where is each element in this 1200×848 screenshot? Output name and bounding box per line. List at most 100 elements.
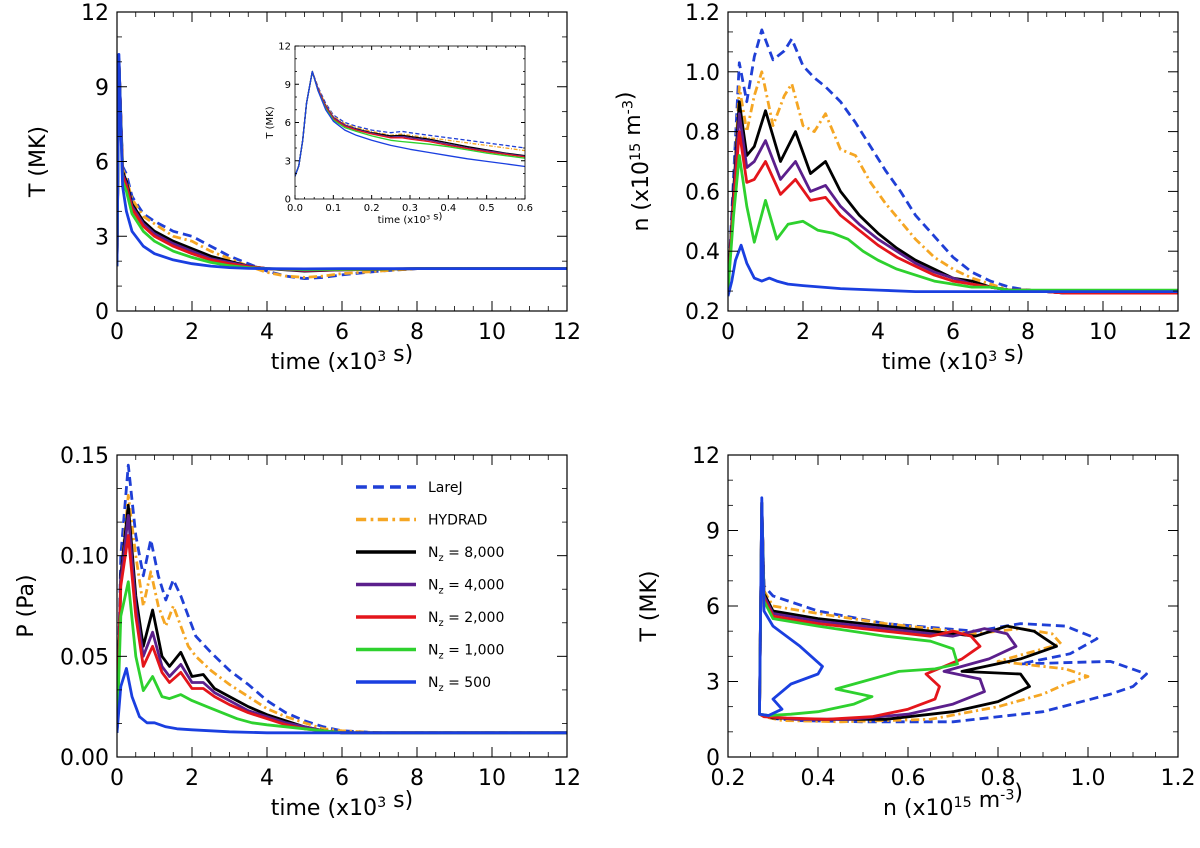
x-tick-label: 4 [871,320,885,345]
legend-label: Nz = 500 [428,675,491,694]
x-tick-label: 6 [335,320,349,345]
x-tick-label: 10 [1089,320,1117,345]
x-tick-label: 6 [946,320,960,345]
series-line-n-z-500 [758,496,824,717]
series-line-n-z-4-000 [728,112,1178,295]
x-tick-label: 10 [478,766,506,791]
series-line-larej [758,503,1148,724]
y-axis-label: T (MK) [26,126,51,198]
y-tick-label: 1.0 [685,61,720,86]
series-line-n-z-1-000 [117,57,567,271]
y-axis-label: P (Pa) [14,574,39,637]
series-group [117,53,567,280]
panel-bottom-right: 0.2 0.4 0.6 0.8 1.0 1.2 0 3 6 9 12 n (x1015 m-3) T (… [637,444,1196,821]
x-tick-label: 0.4 [801,766,836,791]
series-group [117,463,567,735]
x-tick-label: 0.2 [364,203,380,214]
x-tick-label: 0.6 [517,203,533,214]
x-tick-label: 6 [335,766,349,791]
legend-item: Nz = 4,000 [356,578,504,596]
legend-item: LareJ [356,480,463,496]
series-line-n-z-4-000 [295,70,525,177]
y-tick-label: 9 [285,80,291,91]
y-tick-label: 9 [706,520,720,545]
x-tick-label: 8 [410,320,424,345]
y-tick-label: 0.05 [60,645,109,670]
y-tick-label: 6 [95,151,109,176]
series-line-n-z-2-000 [117,57,567,272]
legend-item: HYDRAD [356,513,487,529]
legend-label: LareJ [428,480,463,496]
legend-label: Nz = 2,000 [428,610,504,629]
x-tick-label: 0.6 [891,766,926,791]
series-line-larej [295,70,525,177]
x-tick-label: 2 [185,320,199,345]
legend-item: Nz = 500 [356,675,491,694]
series-line-hydrad [758,506,1090,724]
series-line-n-z-500 [728,243,1178,297]
series-line-n-z-1-000 [758,501,959,717]
series-group [728,28,1178,297]
y-tick-label: 3 [285,156,291,167]
panel-top-left-inset: 0.0 0.1 0.2 0.3 0.4 0.5 0.6 0 3 6 9 12 time (x103 s)… [265,42,533,227]
legend-item: Nz = 1,000 [356,643,504,661]
panel-top-right: 0 2 4 6 8 10 12 0.2 0.4 0.6 0.8 1.0 1.2 time (x103 s)… [613,1,1192,375]
series-line-n-z-500 [117,667,567,735]
x-tick-label: 12 [553,320,581,345]
panel-bottom-left: 0 2 4 6 8 10 12 0.00 0.05 0.10 0.15 time (x103 s) P … [14,444,581,821]
series-line-n-z-8-000 [295,70,525,177]
y-axis-label: T (MK) [265,106,276,139]
x-axis-label: time (x103 s) [882,342,1024,375]
x-tick-label: 0.5 [479,203,495,214]
y-tick-label: 3 [706,671,720,696]
y-tick-label: 0.15 [60,444,109,469]
x-tick-label: 4 [260,766,274,791]
x-tick-label: 0.1 [325,203,341,214]
x-tick-label: 12 [1164,320,1192,345]
x-tick-label: 12 [553,766,581,791]
x-tick-label: 0.4 [440,203,456,214]
series-line-hydrad [295,70,525,177]
series-line-n-z-500 [117,53,567,271]
series-line-n-z-4-000 [117,57,567,272]
x-axis-label: time (x103 s) [271,342,413,375]
x-tick-label: 8 [410,766,424,791]
plot-frame [116,11,568,312]
x-tick-label: 4 [260,320,274,345]
series-line-hydrad [117,493,567,735]
y-tick-label: 3 [95,225,109,250]
y-tick-label: 6 [285,118,291,129]
series-line-larej [117,463,567,735]
series-line-n-z-1-000 [295,70,525,177]
y-tick-label: 0 [95,300,109,325]
y-axis-label: n (x1015 m-3) [613,91,654,231]
y-tick-label: 12 [81,1,109,26]
legend-item: Nz = 8,000 [356,545,504,564]
y-tick-label: 1.2 [685,1,720,26]
y-tick-label: 0.4 [685,240,720,265]
legend-item: Nz = 2,000 [356,610,504,629]
plot-frame [116,454,568,758]
y-tick-label: 12 [278,42,291,53]
legend: LareJ HYDRAD Nz = 8,000 Nz = 4,000 Nz = 2,00… [356,480,504,694]
y-tick-label: 6 [706,595,720,620]
y-tick-label: 0.6 [685,180,720,205]
series-line-n-z-2-000 [117,534,567,735]
y-tick-label: 0 [285,195,291,206]
y-axis-label: T (MK) [637,570,662,642]
y-tick-label: 12 [692,444,720,469]
legend-label: HYDRAD [428,513,487,529]
y-tick-label: 0.10 [60,545,109,570]
x-tick-label: 10 [478,320,506,345]
x-tick-label: 0.8 [981,766,1016,791]
x-axis-label: n (x1015 m-3) [883,780,1023,821]
series-group [758,496,1148,724]
x-tick-label: 0.0 [287,203,303,214]
y-tick-label: 0.2 [685,300,720,325]
y-tick-label: 9 [95,76,109,101]
series-line-larej [728,28,1178,295]
y-tick-label: 0 [706,746,720,771]
plot-frame [294,45,526,200]
x-axis-label: time (x103 s) [378,211,443,226]
